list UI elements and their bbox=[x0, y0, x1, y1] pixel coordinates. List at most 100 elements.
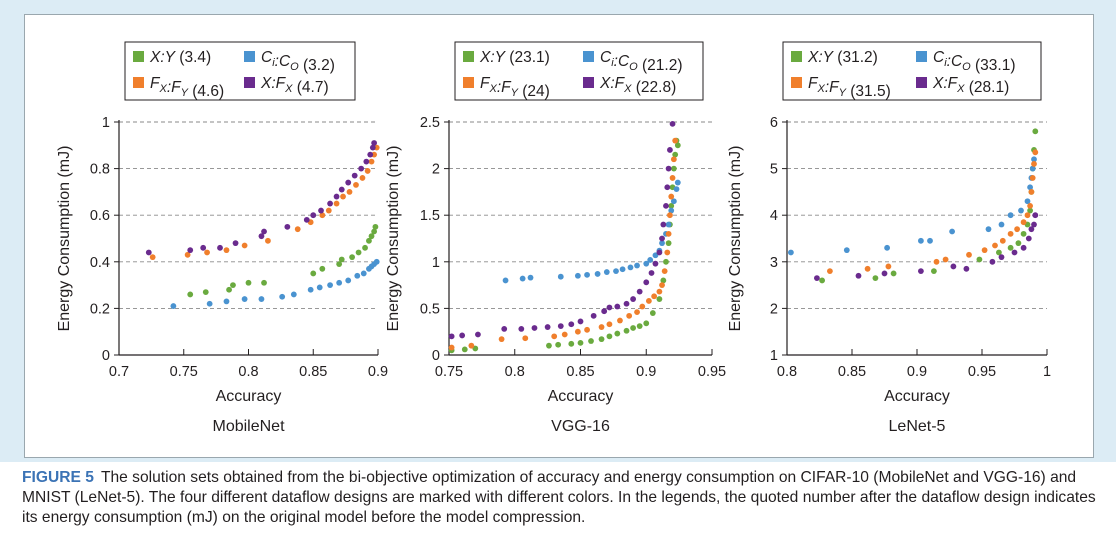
data-point-fxfy bbox=[656, 288, 663, 295]
data-point-fxfy bbox=[1032, 149, 1039, 156]
data-point-xy bbox=[1032, 128, 1039, 135]
data-point-fxfy bbox=[468, 342, 475, 349]
x-tick-label: 0.8 bbox=[777, 364, 797, 380]
caption-label: FIGURE 5 bbox=[22, 469, 94, 486]
data-point-xy bbox=[336, 261, 343, 268]
data-point-cico bbox=[354, 272, 361, 279]
data-point-cico bbox=[1031, 156, 1037, 163]
y-tick-label: 0.8 bbox=[90, 162, 110, 178]
data-point-xy bbox=[623, 327, 630, 334]
data-point-xfx bbox=[557, 323, 564, 330]
data-point-cico bbox=[336, 279, 343, 286]
data-point-fxfy bbox=[667, 212, 673, 219]
data-point-fxfy bbox=[448, 344, 455, 351]
data-point-cico bbox=[290, 291, 297, 298]
data-point-fxfy bbox=[598, 324, 605, 330]
data-point-xfx bbox=[623, 300, 630, 307]
data-point-fxfy bbox=[1029, 175, 1036, 181]
data-point-cico bbox=[1024, 198, 1031, 205]
data-point-xfx bbox=[544, 324, 551, 330]
data-point-fxfy bbox=[639, 303, 646, 310]
data-point-xy bbox=[349, 254, 355, 261]
data-point-xy bbox=[226, 286, 232, 293]
y-tick-label: 4 bbox=[770, 208, 778, 224]
data-point-xy bbox=[368, 233, 375, 240]
chart-vgg-16: 0 0.5 1 1.5 2 2.5 0.75 0.8 0.85 0.9 0.95 Accuracy VG… bbox=[385, 41, 726, 435]
y-tick-label: 1 bbox=[102, 115, 110, 131]
data-point-fxfy bbox=[827, 268, 833, 275]
data-point-cico bbox=[316, 284, 323, 291]
data-point-cico bbox=[619, 266, 626, 273]
legend-swatch-fxfy bbox=[791, 77, 802, 88]
data-point-fxfy bbox=[584, 326, 590, 333]
data-point-xfx bbox=[577, 318, 584, 325]
data-point-fxfy bbox=[992, 242, 998, 249]
data-point-cico bbox=[918, 237, 924, 244]
data-point-xy bbox=[636, 323, 643, 330]
data-point-cico bbox=[307, 286, 314, 293]
charts-canvas: 00.20.40.60.810.7 0.75 0.8 0.85 0.9AccuracyM… bbox=[56, 41, 1051, 435]
data-point-xy bbox=[366, 237, 372, 244]
data-point-fxfy bbox=[864, 265, 871, 272]
data-point-xy bbox=[568, 340, 575, 347]
data-point-xfx bbox=[358, 165, 365, 172]
data-point-xfx bbox=[664, 184, 671, 191]
y-axis-title: Energy Consumption (mJ) bbox=[385, 146, 402, 332]
data-point-fxfy bbox=[551, 333, 558, 340]
data-point-fxfy bbox=[659, 282, 665, 288]
data-point-xfx bbox=[145, 249, 152, 256]
data-point-fxfy bbox=[241, 242, 248, 249]
data-point-xy bbox=[362, 244, 368, 251]
data-point-fxfy bbox=[319, 212, 326, 219]
data-point-cico bbox=[360, 270, 367, 277]
data-point-xy bbox=[1015, 240, 1022, 247]
chart-mobilenet: 0 0.2 0.4 0.6 0.8 1 0.7 0.75 0.8 0.85 0.9 Accuracy M… bbox=[56, 41, 388, 435]
legend-label-xfx: X:FX (22.8) bbox=[599, 75, 676, 96]
data-point-xy bbox=[598, 336, 605, 343]
y-tick-label: 0.5 bbox=[420, 301, 440, 317]
data-point-cico bbox=[998, 221, 1005, 228]
data-point-cico bbox=[670, 198, 677, 205]
data-point-xfx bbox=[258, 233, 265, 240]
y-tick-label: 1 bbox=[770, 348, 778, 364]
data-point-xy bbox=[649, 310, 656, 316]
data-point-xfx bbox=[660, 221, 667, 228]
data-point-xfx bbox=[1028, 226, 1035, 233]
legend-swatch-cico bbox=[583, 51, 594, 62]
y-axis-title: Energy Consumption (mJ) bbox=[727, 146, 744, 332]
legend-swatch-cico bbox=[244, 51, 255, 62]
data-point-cico bbox=[206, 300, 213, 307]
data-point-xy bbox=[890, 270, 897, 277]
y-tick-label: 0.6 bbox=[90, 208, 110, 224]
data-point-fxfy bbox=[364, 168, 371, 174]
x-axis-title: Accuracy bbox=[884, 388, 950, 405]
data-point-cico bbox=[634, 262, 640, 269]
chart-title: MobileNet bbox=[212, 418, 285, 435]
legend-label-xy: X:Y (31.2) bbox=[807, 49, 878, 66]
data-point-fxfy bbox=[966, 251, 972, 258]
data-point-fxfy bbox=[368, 158, 375, 165]
data-point-xy bbox=[338, 256, 345, 263]
data-point-cico bbox=[643, 260, 650, 267]
y-tick-label: 0 bbox=[102, 348, 110, 364]
x-tick-label: 0.75 bbox=[170, 364, 198, 380]
data-point-xfx bbox=[636, 288, 643, 295]
data-point-xy bbox=[668, 202, 675, 209]
data-point-xfx bbox=[669, 120, 676, 127]
data-point-fxfy bbox=[606, 321, 613, 328]
x-tick-label: 0.85 bbox=[566, 364, 594, 380]
y-tick-label: 5 bbox=[770, 162, 778, 178]
data-point-xy bbox=[355, 249, 362, 256]
data-point-cico bbox=[673, 186, 680, 193]
data-point-fxfy bbox=[333, 200, 340, 207]
data-point-cico bbox=[373, 258, 380, 265]
data-point-xfx bbox=[217, 244, 223, 251]
data-point-cico bbox=[241, 296, 248, 302]
data-point-cico bbox=[345, 277, 352, 284]
data-point-xy bbox=[187, 291, 194, 298]
data-point-xfx bbox=[918, 268, 924, 275]
legend-label-cico: Ci:CO (33.1) bbox=[933, 49, 1016, 74]
data-point-cico bbox=[668, 207, 675, 214]
data-point-xfx bbox=[1020, 244, 1027, 251]
data-point-xy bbox=[614, 330, 621, 337]
